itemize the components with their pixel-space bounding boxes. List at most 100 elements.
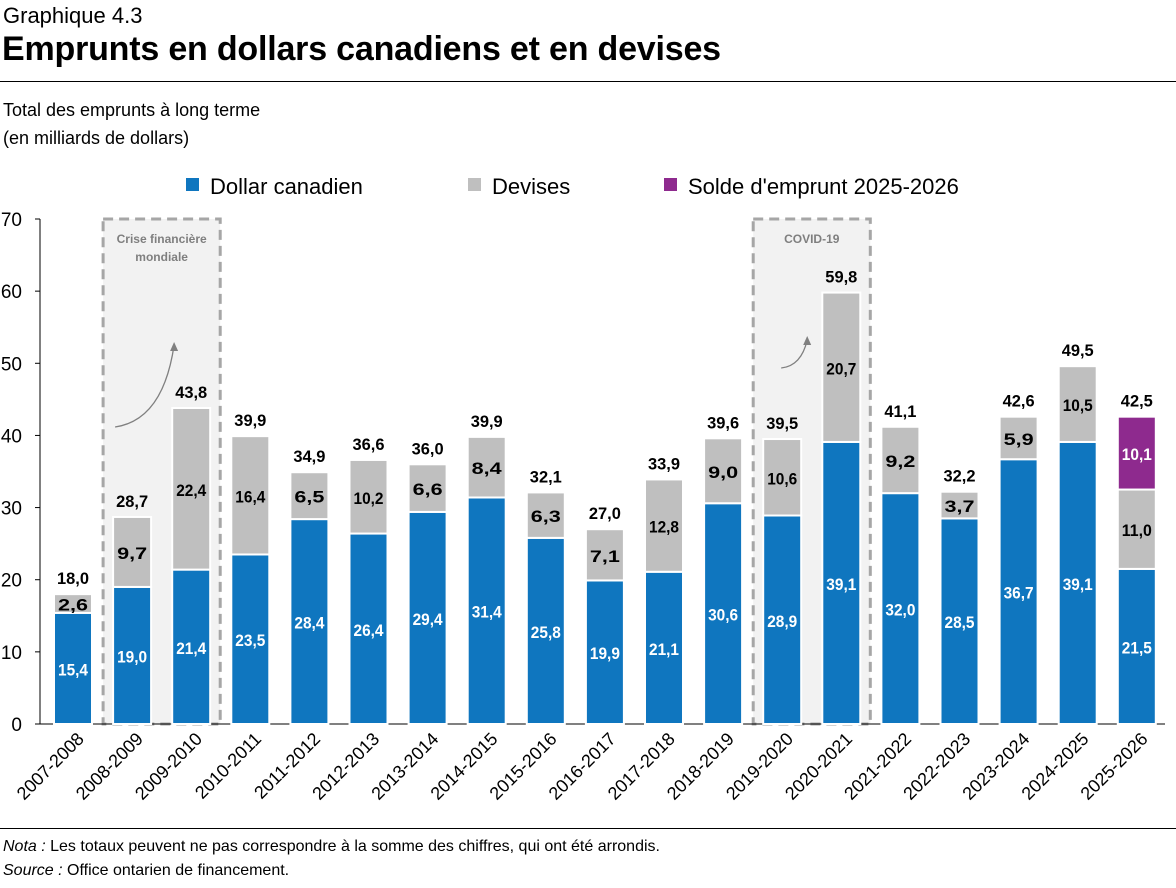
- footer-divider: [0, 828, 1176, 829]
- annotation-label: mondiale: [135, 250, 188, 264]
- bar-value-label: 9,0: [708, 463, 738, 482]
- bar-value-label: 36,7: [1004, 584, 1034, 603]
- bar-value-label: 26,4: [354, 621, 384, 640]
- y-tick-label: 60: [1, 282, 22, 303]
- legend-label: Dollar canadien: [210, 174, 363, 199]
- bar-total-label: 27,0: [589, 504, 621, 523]
- bar-total-label: 36,6: [353, 435, 385, 454]
- bar-segment: [407, 510, 448, 725]
- bar-value-label: 12,8: [649, 518, 679, 537]
- bar-value-label: 22,4: [176, 481, 206, 500]
- note-text: Les totaux peuvent ne pas correspondre à…: [45, 838, 660, 855]
- bar-segment: [407, 463, 448, 513]
- bar-value-label: 29,4: [413, 610, 443, 629]
- bar-segment: [1057, 365, 1098, 443]
- bar-segment: [348, 458, 389, 535]
- bar-total-label: 34,9: [293, 447, 325, 466]
- title-divider: [0, 81, 1176, 82]
- bar-segment: [644, 478, 684, 573]
- y-tick-label: 10: [1, 643, 22, 664]
- bar-total-label: 43,8: [175, 383, 207, 402]
- note-label: Nota :: [3, 838, 46, 855]
- bar-value-label: 25,8: [531, 623, 561, 642]
- bar-value-label: 10,1: [1122, 445, 1152, 464]
- bar-value-label: 5,9: [1004, 430, 1034, 449]
- y-tick-label: 70: [1, 210, 22, 231]
- bar-segment: [230, 435, 271, 556]
- bar-segment: [230, 553, 271, 726]
- bar-segment: [53, 593, 93, 614]
- legend-swatch: [468, 178, 481, 191]
- bar-segment: [525, 491, 566, 539]
- bar-total-label: 39,9: [234, 411, 266, 430]
- bar-segment: [821, 291, 862, 443]
- bar-value-label: 39,1: [1063, 575, 1093, 594]
- bar-value-label: 19,9: [590, 644, 620, 663]
- bar-value-label: 10,6: [767, 469, 797, 488]
- legend-swatch: [664, 178, 677, 191]
- bar-total-label: 42,5: [1121, 392, 1153, 411]
- bar-total-label: 28,7: [116, 492, 148, 511]
- bar-segment: [762, 438, 803, 517]
- bar-segment: [289, 471, 330, 521]
- bar-segment: [998, 415, 1039, 461]
- bar-value-label: 39,1: [826, 575, 856, 594]
- y-tick-label: 50: [1, 354, 22, 375]
- bar-total-label: 42,6: [1003, 392, 1035, 411]
- bar-value-label: 15,4: [58, 660, 88, 679]
- bar-total-label: 39,6: [707, 413, 739, 432]
- bar-segment: [289, 518, 330, 725]
- bar-segment: [998, 458, 1039, 725]
- bar-value-label: 28,5: [945, 613, 975, 632]
- bar-total-label: 32,1: [530, 467, 562, 486]
- bar-total-label: 39,9: [471, 412, 503, 431]
- source-label: Source :: [3, 862, 63, 879]
- y-tick-label: 0: [11, 715, 22, 736]
- annotation-label: Crise financière: [117, 232, 207, 246]
- bar-segment: [1116, 415, 1157, 491]
- bar-value-label: 28,9: [767, 612, 797, 631]
- bar-segment: [466, 435, 507, 499]
- footer-source: Source : Office ontarien de financement.: [3, 862, 289, 880]
- bar-value-label: 6,6: [413, 480, 443, 499]
- bar-segment: [584, 528, 625, 582]
- bar-segment: [1116, 567, 1157, 726]
- bar-value-label: 19,0: [117, 647, 147, 666]
- bar-value-label: 30,6: [708, 606, 738, 625]
- bar-segment: [466, 496, 507, 725]
- bar-value-label: 21,4: [176, 639, 206, 658]
- bar-total-label: 18,0: [57, 569, 89, 588]
- bar-total-label: 39,5: [766, 414, 798, 433]
- bar-value-label: 8,4: [472, 459, 503, 478]
- y-tick-label: 40: [1, 426, 22, 447]
- chart-title: Emprunts en dollars canadiens et en devi…: [2, 30, 721, 68]
- bar-segment: [939, 517, 980, 726]
- bar-value-label: 9,7: [117, 544, 147, 563]
- bar-value-label: 16,4: [235, 487, 265, 506]
- y-tick-label: 20: [1, 571, 22, 592]
- legend-label: Devises: [492, 174, 570, 199]
- annotation-label: COVID-19: [784, 232, 840, 246]
- bar-segment: [171, 407, 212, 571]
- bar-value-label: 32,0: [885, 601, 915, 620]
- bar-segment: [703, 437, 744, 505]
- bar-segment: [762, 514, 803, 725]
- bar-value-label: 28,4: [294, 614, 324, 633]
- legend-label: Solde d'emprunt 2025-2026: [688, 174, 959, 199]
- source-text: Office ontarien de financement.: [62, 862, 290, 879]
- bar-segment: [112, 515, 153, 588]
- bar-value-label: 10,2: [354, 489, 384, 508]
- bar-value-label: 21,1: [649, 640, 679, 659]
- bar-value-label: 21,5: [1122, 638, 1152, 657]
- bar-total-label: 59,8: [825, 268, 857, 287]
- bar-segment: [880, 425, 921, 495]
- bar-value-label: 10,5: [1063, 396, 1093, 415]
- bar-total-label: 49,5: [1062, 341, 1094, 360]
- bar-value-label: 20,7: [826, 359, 856, 378]
- bar-total-label: 33,9: [648, 454, 680, 473]
- chart-subtitle-line1: Total des emprunts à long terme: [3, 100, 261, 120]
- bar-value-label: 31,4: [472, 603, 502, 622]
- footer-note: Nota : Les totaux peuvent ne pas corresp…: [3, 838, 660, 856]
